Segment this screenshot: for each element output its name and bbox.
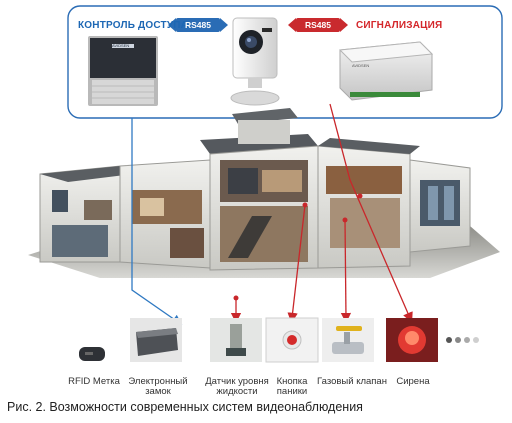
alarm-label: СИГНАЛИЗАЦИЯ (356, 20, 443, 31)
rfid-tag-thumb (79, 347, 105, 361)
rs485-right-label: RS485 (305, 20, 331, 30)
connector-line-red (329, 103, 413, 323)
electronic-lock-thumb (130, 318, 182, 362)
connector-line-blue (131, 118, 183, 325)
panic-button-thumb (265, 317, 319, 363)
device-label-lock: Электронный замок (128, 376, 188, 397)
gas-valve-thumb (322, 318, 374, 362)
pagination-dot (464, 337, 470, 343)
access-control-label: КОНТРОЛЬ ДОСТУПА (78, 20, 189, 31)
house-right-wing (317, 138, 471, 269)
rs485-right-badge (296, 18, 340, 32)
figure-caption: Рис. 2. Возможности современных систем в… (7, 400, 363, 414)
sensor-dot (357, 193, 363, 199)
alarm-panel-device (338, 41, 434, 101)
connector-line-red (340, 219, 352, 324)
access-unit-brand: AVIDSEN (112, 43, 130, 48)
access-control-unit (88, 36, 158, 106)
device-label-panic: Кнопка паники (276, 376, 308, 397)
device-label-liquid: Датчик уровня жидкости (205, 376, 269, 397)
house-middle (119, 159, 211, 269)
rs485-left-badge (176, 18, 220, 32)
device-label-gas: Газовый клапан (317, 376, 387, 387)
pagination-dot (455, 337, 461, 343)
pagination-dot (446, 337, 452, 343)
house-central-tower (200, 108, 319, 271)
alarm-unit-brand: AVIDSEN (352, 63, 370, 68)
device-label-siren: Сирена (396, 376, 430, 387)
liquid-sensor-thumb (210, 318, 262, 362)
rs485-left-label: RS485 (185, 20, 211, 30)
pagination-dot (473, 337, 479, 343)
house-left-wing (39, 165, 150, 263)
device-label-rfid: RFID Метка (68, 376, 120, 387)
siren-thumb (386, 318, 438, 362)
connector-line-red (287, 204, 306, 324)
camera-device (230, 17, 280, 106)
